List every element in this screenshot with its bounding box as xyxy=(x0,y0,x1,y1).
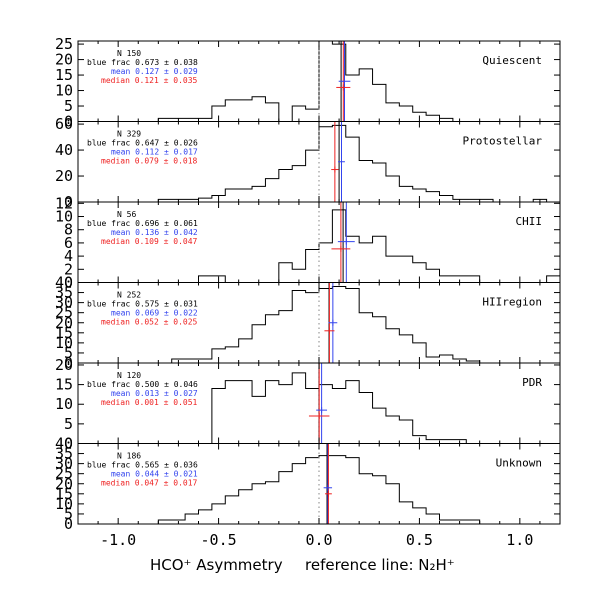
y-tick-label: 15 xyxy=(55,376,73,394)
stat-n: N 329 xyxy=(117,130,141,139)
y-tick-label: 35 xyxy=(55,445,73,463)
stat-n: N 252 xyxy=(117,291,141,300)
y-tick-label: 5 xyxy=(64,97,73,115)
y-tick-label: 0 xyxy=(64,274,73,292)
stat-mean: mean 0.013 ± 0.027 xyxy=(111,389,198,398)
stat-median: median 0.079 ± 0.018 xyxy=(101,157,198,166)
y-tick-label: 25 xyxy=(55,465,73,483)
stat-blue-frac: blue frac 0.565 ± 0.036 xyxy=(87,461,198,470)
y-tick-label: 15 xyxy=(55,66,73,84)
x-tick-label: 0.5 xyxy=(406,531,433,549)
panel-name: Unknown xyxy=(496,457,542,470)
y-tick-label: 5 xyxy=(64,344,73,362)
stat-blue-frac: blue frac 0.696 ± 0.061 xyxy=(87,219,198,228)
panel-name: HIIregion xyxy=(482,296,542,309)
stat-mean: mean 0.136 ± 0.042 xyxy=(111,228,198,237)
y-tick-label: 2 xyxy=(64,260,73,278)
y-tick-label: 0 xyxy=(64,515,73,533)
y-tick-label: 35 xyxy=(55,284,73,302)
y-tick-label: 8 xyxy=(64,221,73,239)
panel-name: CHII xyxy=(516,215,543,228)
y-tick-label: 20 xyxy=(55,51,73,69)
reference-line-label: reference line: N₂H⁺ xyxy=(305,556,455,574)
y-tick-label: 10 xyxy=(55,395,73,413)
y-tick-label: 20 xyxy=(55,356,73,374)
stat-n: N 186 xyxy=(117,452,141,461)
y-tick-label: 10 xyxy=(55,495,73,513)
x-tick-label: -1.0 xyxy=(100,531,136,549)
stat-mean: mean 0.069 ± 0.022 xyxy=(111,309,198,318)
stat-blue-frac: blue frac 0.575 ± 0.031 xyxy=(87,300,198,309)
histogram-unknown xyxy=(78,455,560,525)
stat-blue-frac: blue frac 0.647 ± 0.026 xyxy=(87,139,198,148)
stat-blue-frac: blue frac 0.500 ± 0.046 xyxy=(87,380,198,389)
x-axis-label: HCO⁺ Asymmetry xyxy=(150,556,283,574)
y-tick-label: 20 xyxy=(55,475,73,493)
y-tick-label: 15 xyxy=(55,485,73,503)
y-tick-label: 40 xyxy=(55,141,73,159)
stat-mean: mean 0.127 ± 0.029 xyxy=(111,67,198,76)
stat-median: median 0.052 ± 0.025 xyxy=(101,318,198,327)
stat-blue-frac: blue frac 0.673 ± 0.038 xyxy=(87,58,198,67)
stat-median: median 0.047 ± 0.017 xyxy=(101,479,198,488)
stat-median: median 0.001 ± 0.051 xyxy=(101,398,198,407)
panel-name: Protostellar xyxy=(463,135,543,148)
y-tick-label: 0 xyxy=(64,193,73,211)
stat-mean: mean 0.044 ± 0.021 xyxy=(111,470,198,479)
y-tick-label: 25 xyxy=(55,304,73,322)
x-tick-label: -0.5 xyxy=(201,531,237,549)
y-tick-label: 60 xyxy=(55,115,73,133)
stat-n: N 56 xyxy=(117,210,136,219)
y-tick-label: 20 xyxy=(55,314,73,332)
x-tick-label: 0.0 xyxy=(305,531,332,549)
histogram-protostellar xyxy=(78,124,560,203)
y-tick-label: 5 xyxy=(64,415,73,433)
stat-median: median 0.121 ± 0.035 xyxy=(101,76,198,85)
y-tick-label: 15 xyxy=(55,324,73,342)
y-tick-label: 20 xyxy=(55,167,73,185)
stat-n: N 150 xyxy=(117,49,141,58)
y-tick-label: 25 xyxy=(55,35,73,53)
y-tick-label: 6 xyxy=(64,234,73,252)
stat-mean: mean 0.112 ± 0.017 xyxy=(111,148,198,157)
y-tick-label: 12 xyxy=(55,194,73,212)
y-tick-label: 4 xyxy=(64,247,73,265)
y-tick-label: 0 xyxy=(64,354,73,372)
stat-n: N 120 xyxy=(117,371,141,380)
y-tick-label: 0 xyxy=(64,435,73,453)
y-tick-label: 10 xyxy=(55,82,73,100)
y-tick-label: 5 xyxy=(64,505,73,523)
y-tick-label: 40 xyxy=(55,435,73,453)
y-tick-label: 0 xyxy=(64,113,73,131)
y-tick-label: 10 xyxy=(55,208,73,226)
x-tick-label: 1.0 xyxy=(506,531,533,549)
y-tick-label: 10 xyxy=(55,334,73,352)
panel-name: PDR xyxy=(522,376,542,389)
panel-name: Quiescent xyxy=(482,54,542,67)
y-tick-label: 30 xyxy=(55,455,73,473)
y-tick-label: 40 xyxy=(55,274,73,292)
y-tick-label: 30 xyxy=(55,294,73,312)
stat-median: median 0.109 ± 0.047 xyxy=(101,237,198,246)
